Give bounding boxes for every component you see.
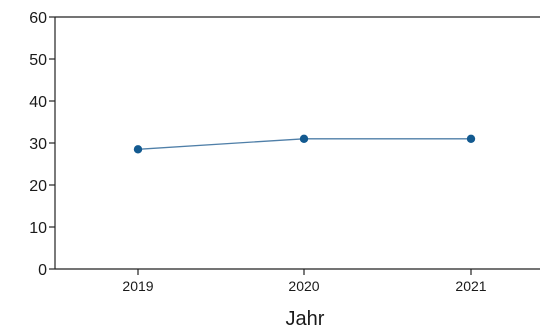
data-point <box>133 145 143 154</box>
data-point <box>299 134 309 143</box>
x-ticks: 2019 2020 2021 <box>122 269 487 294</box>
x-tick-label: 2019 <box>122 278 153 294</box>
y-tick-label: 60 <box>29 10 47 27</box>
y-tick-label: 30 <box>29 136 47 153</box>
x-tick-label: 2020 <box>288 278 319 294</box>
plot-frame-group <box>54 16 540 270</box>
y-tick-label: 20 <box>29 178 47 195</box>
y-tick-label: 0 <box>38 262 47 279</box>
y-ticks: 0 10 20 30 40 50 60 <box>29 10 55 279</box>
series-group <box>133 134 476 154</box>
x-axis-title: Jahr <box>286 308 325 330</box>
data-point <box>466 134 476 143</box>
y-tick-label: 40 <box>29 94 47 111</box>
y-tick-label: 10 <box>29 220 47 237</box>
y-tick-label: 50 <box>29 52 47 69</box>
x-tick-label: 2021 <box>455 278 486 294</box>
